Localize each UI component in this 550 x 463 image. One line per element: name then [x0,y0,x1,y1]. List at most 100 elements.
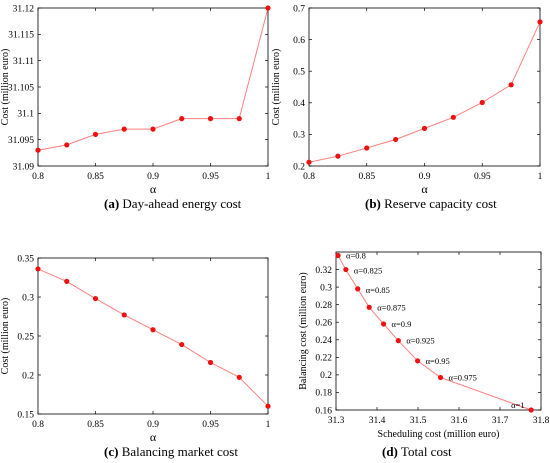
y-tick-label: 0.24 [315,336,332,346]
caption-d: (d) Total cost [382,444,452,460]
alpha-annotation: α=0.825 [354,266,382,276]
alpha-annotation: α=0.975 [449,373,477,383]
data-point [450,114,456,120]
series-line [37,268,269,407]
y-tick-label: 0.32 [315,266,332,276]
data-point [421,125,428,131]
alpha-annotation: α=1 [511,400,525,410]
caption-b-text: Reserve capacity cost [384,196,497,211]
plot-frame [37,257,269,415]
data-point [64,278,70,284]
data-point [207,116,214,122]
data-point [236,374,242,380]
y-tick-label: 31.09 [13,162,35,172]
y-tick-label: 0.18 [315,389,332,399]
x-tick-label: 0.9 [419,172,431,182]
y-tick-label: 31.115 [8,31,34,41]
y-tick-label: 0.4 [293,99,305,109]
y-tick-label: 0.2 [320,371,332,381]
data-point [64,142,70,148]
data-point [306,159,312,165]
caption-a-label: (a) [104,196,120,211]
y-tick-label: 0.5 [293,68,305,78]
x-tick-label: 1 [266,172,271,182]
y-tick-label: 0.16 [315,406,332,416]
data-point [92,295,99,302]
x-axis-label: α [421,182,428,196]
x-axis-label: Scheduling cost (million euro) [378,429,500,440]
data-point [528,407,534,413]
plot-frame [308,7,541,167]
caption-c: (c) Balancing market cost [104,444,238,460]
x-tick-label: 31.7 [492,416,509,426]
data-point [437,374,444,381]
data-point [265,5,271,11]
data-point [35,266,41,272]
x-tick-label: 0.95 [202,420,219,430]
data-point [121,312,127,318]
x-tick-label: 0.85 [358,172,375,182]
x-axis-label: α [150,182,157,196]
y-tick-label: 31.11 [13,57,34,67]
caption-d-label: (d) [382,444,398,459]
alpha-annotation: α=0.85 [366,285,390,295]
y-tick-label: 0.3 [22,293,34,303]
alpha-annotation: α=0.8 [346,251,366,261]
caption-c-label: (c) [104,444,119,459]
data-point [335,153,341,159]
y-tick-label: 0.15 [17,410,34,420]
panel-b-reserve-capacity-cost: 0.8 0.85 0.9 0.95 1 0.2 0.3 0.4 0.5 0.6 0.7 α Cost (… [271,4,543,196]
y-tick-label: 0.28 [315,301,332,311]
data-point [508,82,514,88]
data-point [537,19,543,25]
y-axis-label: Cost (million euro) [0,298,11,375]
y-tick-label: 0.6 [293,36,305,46]
y-tick-label: 31.105 [8,83,34,93]
y-tick-label: 0.2 [293,162,305,172]
y-tick-label: 0.3 [320,283,332,293]
x-tick-label: 31.6 [451,416,468,426]
series-line [308,21,541,163]
data-point [207,359,214,366]
x-tick-label: 0.85 [87,420,104,430]
data-point [150,126,156,132]
data-point [335,252,341,259]
data-point [150,327,156,333]
data-point [236,116,242,122]
x-tick-label: 0.9 [147,172,159,182]
x-tick-label: 0.8 [303,172,315,182]
x-tick-label: 0.95 [202,172,219,182]
data-point [343,266,349,273]
data-point [179,116,185,122]
data-point [35,147,41,153]
data-point [366,304,372,310]
y-tick-label: 31.095 [8,136,34,146]
y-tick-label: 0.35 [17,254,34,264]
y-tick-label: 0.26 [315,319,332,329]
y-tick-label: 0.2 [22,371,34,381]
x-tick-label: 31.3 [328,416,345,426]
caption-b-label: (b) [365,196,381,211]
caption-c-text: Balancing market cost [121,444,238,459]
plot-frame [335,251,542,411]
y-tick-label: 0.7 [293,4,305,14]
data-point [414,358,421,364]
x-tick-label: 0.8 [32,420,44,430]
y-axis-label: Cost (million euro) [271,49,282,126]
y-tick-label: 31.12 [13,4,35,14]
caption-a-text: Day-ahead energy cost [122,196,242,211]
caption-a: (a) Day-ahead energy cost [104,196,241,212]
data-point [364,145,370,151]
data-point [179,341,185,348]
y-tick-label: 0.22 [315,354,332,364]
data-point [265,403,271,409]
y-tick-label: 0.25 [17,332,34,342]
data-point [393,136,399,143]
data-point [121,126,127,132]
alpha-annotation: α=0.9 [392,319,412,329]
x-tick-label: 0.85 [87,172,104,182]
x-tick-label: 0.8 [32,172,44,182]
data-point [355,286,361,292]
data-point [380,321,387,327]
